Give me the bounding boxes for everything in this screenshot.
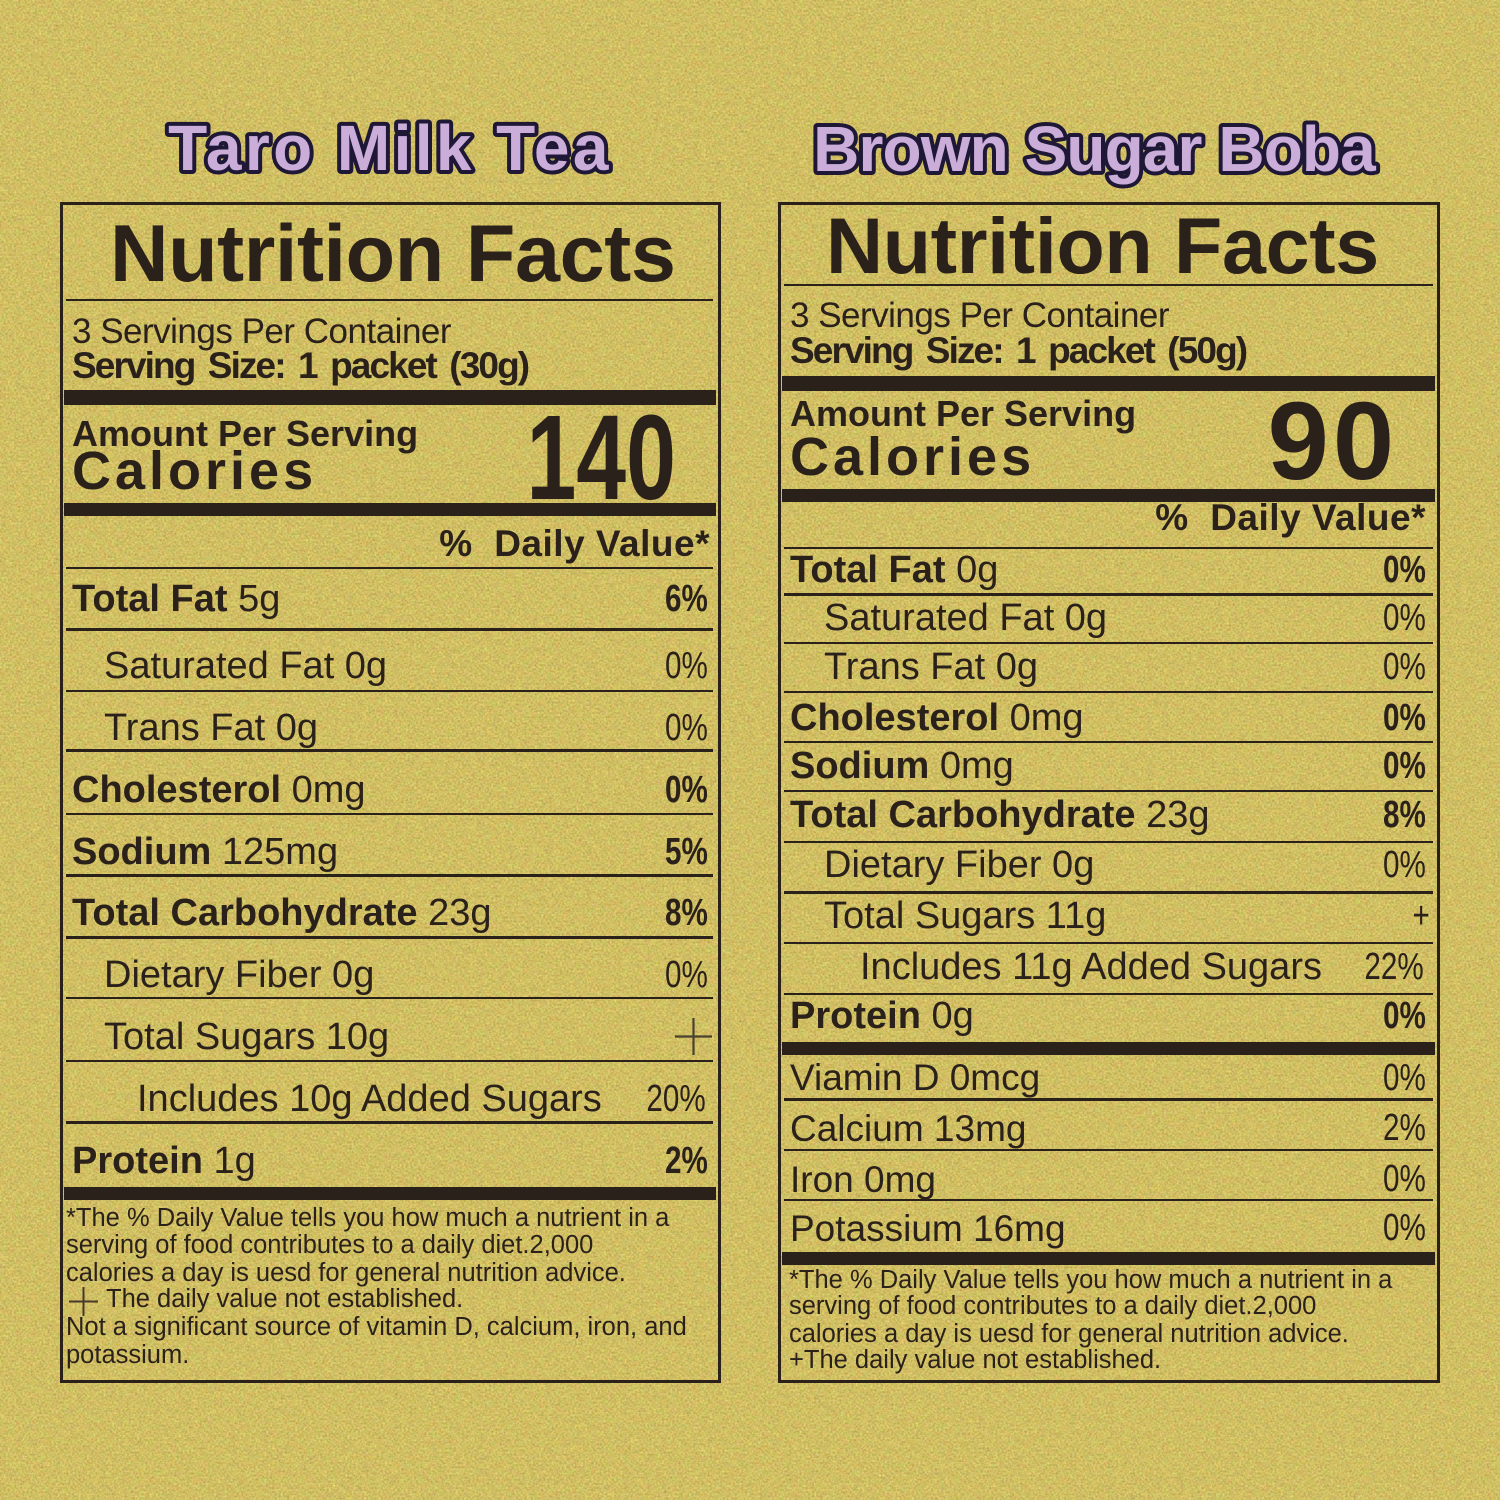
svg-text:Taro Milk Tea: Taro Milk Tea (168, 112, 612, 184)
svg-text:Brown Sugar Boba: Brown Sugar Boba (813, 113, 1376, 185)
